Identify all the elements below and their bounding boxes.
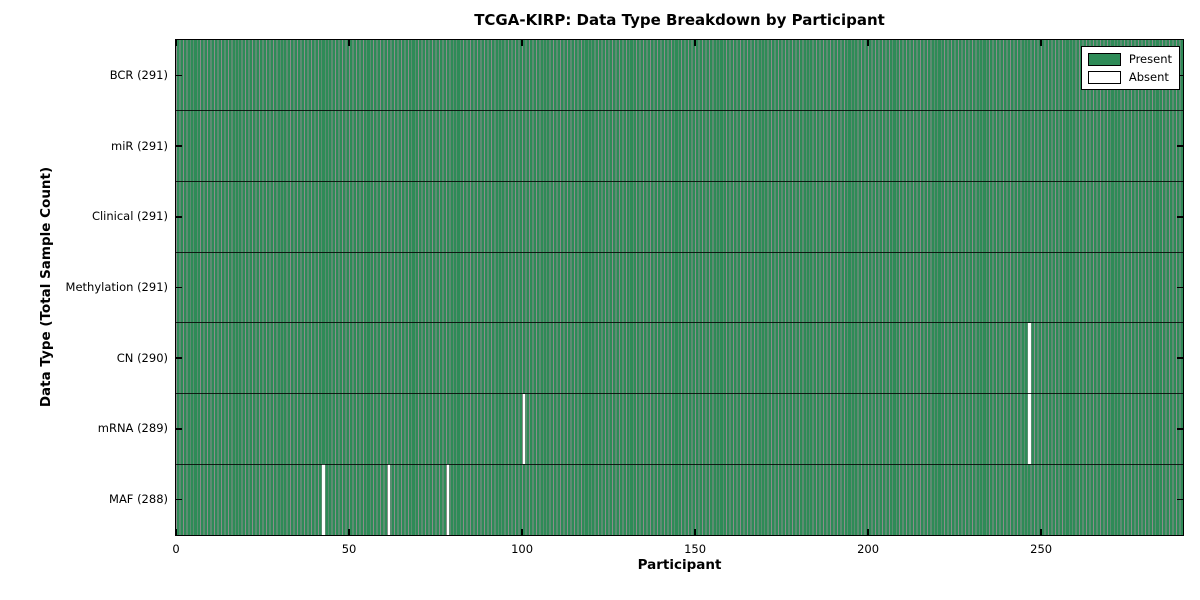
y-tick-label-methylation: Methylation (291) [65, 280, 168, 294]
x-tick-label-100: 100 [511, 542, 534, 556]
row-band-mrna [176, 393, 1183, 465]
absent-bar-mrna-100 [522, 393, 526, 465]
x-tick-mark-bottom [1040, 529, 1042, 535]
legend-swatch-absent-icon [1087, 70, 1121, 84]
x-tick-mark-bottom [694, 529, 696, 535]
absent-bar-mrna-246 [1028, 393, 1031, 465]
y-tick-mark-right [1177, 145, 1183, 147]
x-tick-mark-top [521, 40, 523, 46]
x-tick-mark-top [175, 40, 177, 46]
legend: Present Absent [1080, 46, 1180, 90]
row-band-cn [176, 322, 1183, 394]
y-tick-mark-right [1177, 428, 1183, 430]
row-band-bcr [176, 40, 1183, 111]
x-tick-mark-top [348, 40, 350, 46]
legend-swatch-present-icon [1087, 52, 1121, 66]
y-tick-mark-right [1177, 286, 1183, 289]
row-separator [176, 392, 1183, 395]
x-tick-mark-bottom [521, 529, 523, 535]
y-tick-mark-left [176, 216, 182, 218]
legend-label-present: Present [1128, 52, 1172, 66]
absent-bar-maf-61 [387, 464, 391, 535]
absent-bar-cn-246 [1028, 322, 1031, 394]
x-tick-mark-bottom [867, 529, 869, 535]
legend-item-absent: Absent [1087, 70, 1172, 84]
x-tick-label-0: 0 [172, 542, 180, 556]
row-separator [176, 322, 1183, 324]
row-separator [176, 110, 1183, 112]
absent-bar-maf-42 [322, 464, 325, 535]
y-tick-mark-left [176, 74, 182, 77]
y-tick-mark-left [176, 357, 182, 359]
row-band-maf [176, 464, 1183, 535]
y-tick-mark-right [1177, 216, 1183, 218]
plot-area: Present Absent [174, 38, 1184, 536]
x-tick-label-200: 200 [857, 542, 880, 556]
y-tick-mark-right [1177, 357, 1183, 359]
y-tick-label-clinical: Clinical (291) [91, 209, 168, 224]
y-tick-mark-left [176, 145, 182, 147]
y-tick-mark-right [1177, 498, 1183, 501]
x-tick-label-150: 150 [684, 542, 707, 556]
x-tick-mark-top [694, 40, 696, 46]
x-tick-mark-top [1040, 40, 1042, 46]
x-tick-mark-bottom [175, 529, 177, 535]
y-tick-mark-right [1177, 74, 1183, 77]
y-tick-mark-left [176, 498, 182, 501]
y-tick-label-mrna: mRNA (289) [97, 421, 168, 436]
absent-bar-maf-78 [446, 464, 450, 535]
x-tick-mark-top [867, 40, 869, 46]
x-tick-mark-bottom [348, 529, 350, 535]
row-band-clinical [176, 181, 1183, 252]
plot-fill [176, 40, 1183, 535]
row-band-mir [176, 111, 1183, 182]
y-tick-label-bcr: BCR (291) [109, 67, 168, 82]
x-tick-label-50: 50 [341, 542, 357, 556]
chart-title: TCGA-KIRP: Data Type Breakdown by Partic… [474, 11, 885, 29]
legend-label-absent: Absent [1128, 70, 1169, 84]
legend-item-present: Present [1087, 52, 1172, 66]
row-separator [176, 251, 1183, 253]
y-tick-label-cn: CN (290) [116, 350, 168, 365]
row-band-methylation [176, 252, 1183, 323]
row-separator [176, 180, 1183, 183]
row-separator [176, 463, 1183, 465]
x-axis-label: Participant [637, 557, 722, 573]
y-tick-mark-left [176, 428, 182, 430]
y-tick-label-maf: MAF (288) [109, 492, 168, 507]
y-tick-mark-left [176, 286, 182, 289]
x-tick-label-250: 250 [1030, 542, 1053, 556]
y-tick-label-mir: miR (291) [111, 138, 168, 153]
